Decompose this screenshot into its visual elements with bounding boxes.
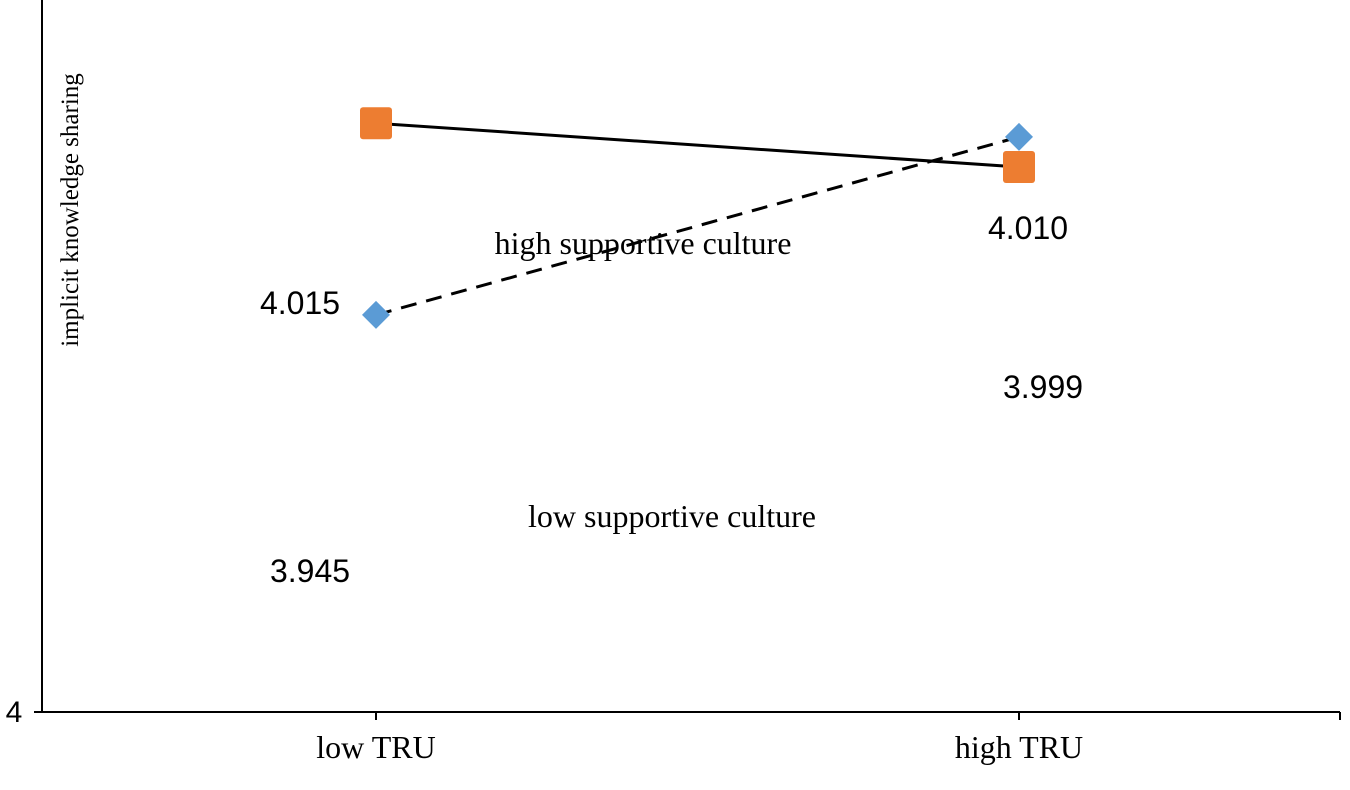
data-label-low-low-tru: 3.945: [270, 553, 350, 589]
series-line-low-supportive: [375, 135, 1020, 317]
y-tick-label: 4: [6, 696, 23, 729]
data-label-high-low-tru: 4.015: [260, 285, 340, 321]
square-icon: [1003, 151, 1035, 184]
series-label-low-supportive: low supportive culture: [528, 498, 816, 534]
series-line-high-supportive: [375, 121, 1020, 169]
series-label-high-supportive: high supportive culture: [495, 225, 792, 261]
axes: [34, 0, 1341, 720]
series-high-supportive-culture: [360, 107, 1035, 184]
diamond-icon: [1005, 122, 1033, 151]
data-label-low-high-tru: 4.010: [988, 210, 1068, 246]
series-low-supportive-culture: [362, 122, 1033, 329]
data-label-high-high-tru: 3.999: [1003, 369, 1083, 405]
diamond-icon: [362, 300, 390, 329]
x-tick-label-high: high TRU: [955, 729, 1083, 765]
y-axis-label: implicit knowledge sharing: [57, 73, 84, 347]
square-icon: [360, 107, 392, 140]
x-tick-label-low: low TRU: [316, 729, 435, 765]
